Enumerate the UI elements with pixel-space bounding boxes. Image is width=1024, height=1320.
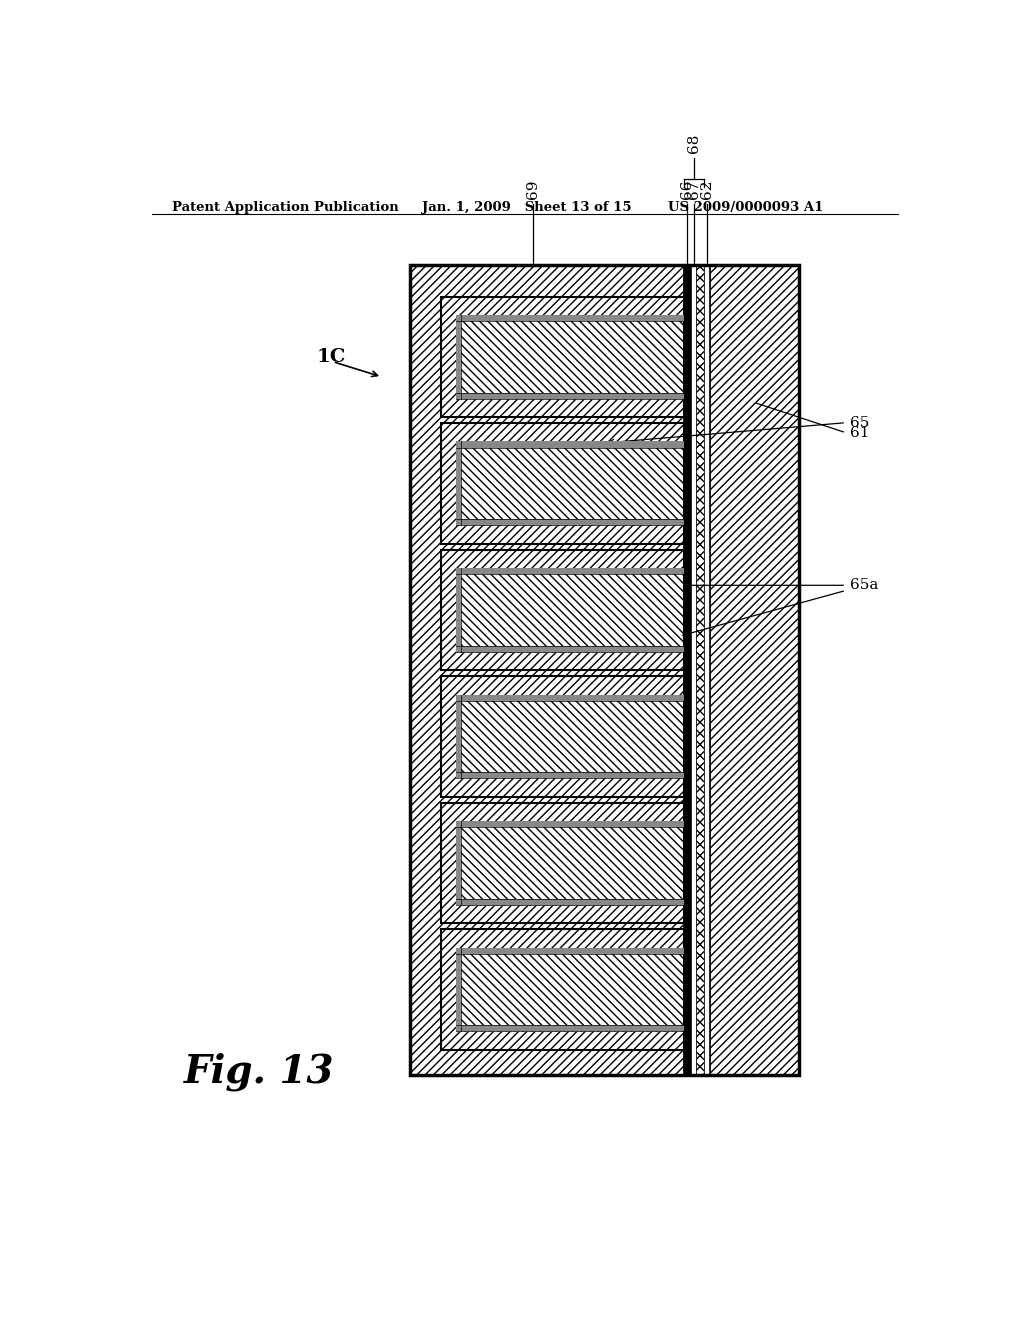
Bar	[410, 265, 684, 1076]
Bar	[696, 265, 705, 1076]
Bar	[456, 441, 461, 525]
Bar	[441, 297, 684, 417]
Text: Fig. 13: Fig. 13	[183, 1053, 334, 1092]
Bar	[456, 948, 461, 1031]
Bar	[456, 519, 684, 525]
Bar	[709, 265, 799, 1076]
Bar	[705, 265, 709, 1076]
Bar	[456, 568, 684, 652]
Bar	[456, 568, 684, 652]
Text: 67: 67	[687, 180, 700, 199]
Bar	[456, 568, 684, 574]
Bar	[456, 821, 461, 906]
Bar	[691, 265, 696, 1076]
Bar	[456, 694, 684, 701]
Bar	[456, 948, 684, 1031]
Text: 62: 62	[699, 180, 714, 199]
Bar	[441, 803, 684, 923]
Bar	[456, 772, 684, 779]
Text: Patent Application Publication: Patent Application Publication	[172, 201, 398, 214]
Bar	[456, 694, 684, 779]
Text: US 2009/0000093 A1: US 2009/0000093 A1	[668, 201, 823, 214]
Text: 68: 68	[687, 133, 700, 153]
Bar	[456, 441, 684, 525]
Bar	[456, 694, 684, 779]
Text: 61: 61	[850, 426, 869, 440]
Bar	[456, 392, 684, 399]
Bar	[456, 1026, 684, 1031]
Text: 66: 66	[681, 180, 694, 199]
Bar	[456, 441, 684, 447]
Bar	[456, 821, 684, 906]
Bar	[456, 645, 684, 652]
Bar	[441, 424, 684, 544]
Bar	[456, 948, 684, 954]
Bar	[456, 315, 684, 399]
Bar	[456, 315, 461, 399]
Bar	[441, 549, 684, 671]
Bar	[456, 948, 684, 1031]
Bar	[456, 315, 684, 399]
Bar	[684, 265, 691, 1076]
Text: Jan. 1, 2009   Sheet 13 of 15: Jan. 1, 2009 Sheet 13 of 15	[422, 201, 631, 214]
Bar	[456, 821, 684, 906]
Bar	[456, 694, 461, 779]
Bar	[456, 899, 684, 906]
Bar	[456, 821, 684, 828]
Bar	[441, 676, 684, 797]
Text: 65: 65	[850, 416, 869, 430]
Bar	[456, 441, 684, 525]
Bar	[410, 265, 799, 1076]
Bar	[456, 568, 461, 652]
Text: 65a: 65a	[850, 578, 879, 593]
Bar	[456, 315, 684, 321]
Text: 1C: 1C	[316, 347, 346, 366]
Text: 69: 69	[525, 180, 540, 199]
Bar	[441, 929, 684, 1049]
